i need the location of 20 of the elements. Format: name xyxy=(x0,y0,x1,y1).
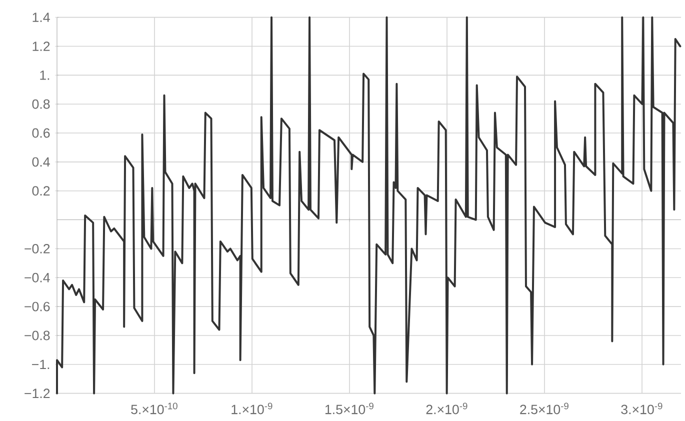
x-tick-label: 2.5×10$^{-9}$ xyxy=(520,402,568,414)
y-tick-label: −0.2 xyxy=(24,244,50,254)
x-tick-label: 2.×10$^{-9}$ xyxy=(426,402,468,414)
y-tick-label: −1. xyxy=(32,360,50,369)
y-tick-label: 0.4 xyxy=(32,157,50,167)
line-series xyxy=(56,16,682,394)
y-tick-label: 0.6 xyxy=(32,128,50,138)
y-tick-label: −1.2 xyxy=(24,388,50,398)
y-tick-label: 0.2 xyxy=(32,186,50,196)
x-tick-label: 3.×10$^{-9}$ xyxy=(621,402,662,414)
y-tick-label: −0.4 xyxy=(24,272,50,282)
y-tick-label: −0.6 xyxy=(24,302,50,312)
x-tick-label: 5.×10$^{-10}$ xyxy=(131,402,178,414)
y-tick-label: 1.4 xyxy=(32,12,50,22)
x-tick-label: 1.5×10$^{-9}$ xyxy=(325,402,374,414)
y-tick-label: 0.8 xyxy=(32,99,50,109)
y-tick-label: 1. xyxy=(40,70,50,80)
y-tick-label: −0.8 xyxy=(24,330,50,340)
x-tick-label: 1.×10$^{-9}$ xyxy=(232,402,272,414)
y-tick-label: 1.2 xyxy=(32,42,50,51)
